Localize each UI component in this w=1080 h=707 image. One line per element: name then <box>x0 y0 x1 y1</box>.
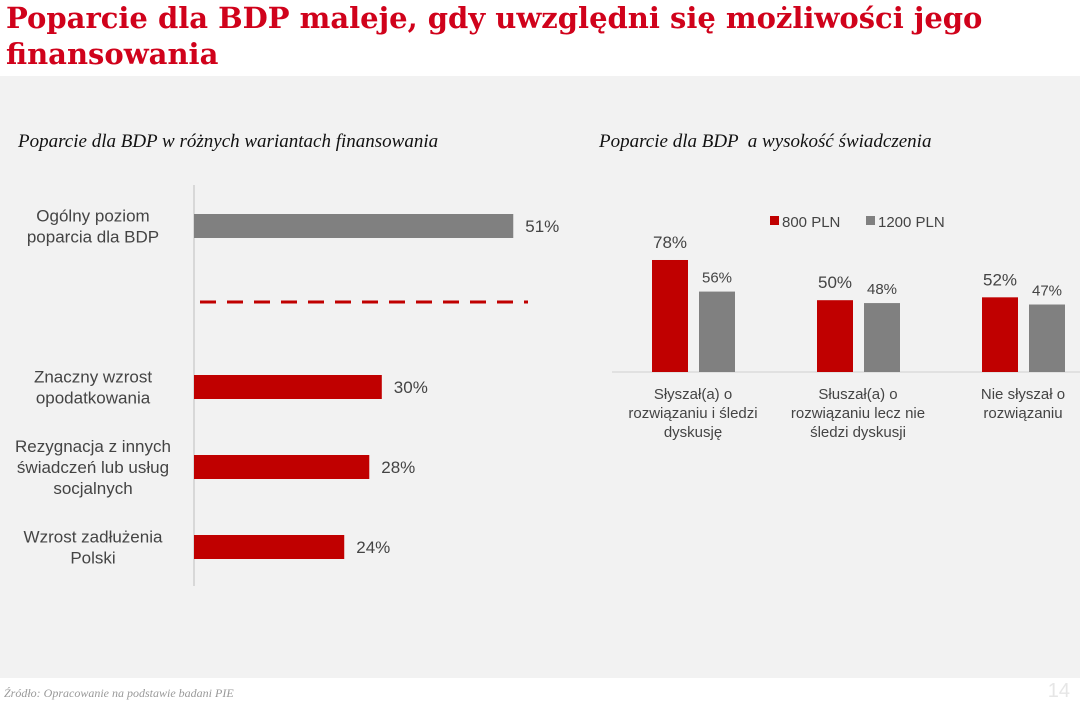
category-label-2: świadczeń lub usług <box>17 458 169 477</box>
bar-value-label-0-2: 52% <box>983 270 1017 289</box>
category-label-0: Ogólny poziom <box>36 207 149 226</box>
bar-value-label-3: 24% <box>356 538 390 557</box>
category-label-0: Słyszał(a) o <box>654 386 732 403</box>
category-label-2: Nie słyszał o <box>981 386 1065 403</box>
bar-value-label-0-1: 50% <box>818 273 852 292</box>
category-label-2: socjalnych <box>53 479 132 498</box>
category-label-2: Rezygnacja z innych <box>15 437 171 456</box>
bar-1-1 <box>864 303 900 372</box>
category-label-1: opodatkowania <box>36 389 151 408</box>
bar-0-1 <box>817 300 853 372</box>
category-label-0: poparcia dla BDP <box>27 228 159 247</box>
category-label-0: dyskusję <box>664 424 722 441</box>
category-label-0: rozwiązaniu i śledzi <box>628 405 757 422</box>
bar-value-label-2: 28% <box>381 458 415 477</box>
bar-value-label-1-0: 56% <box>702 270 732 287</box>
category-label-1: Słuszał(a) o <box>818 386 897 403</box>
left-chart-title: Poparcie dla BDP w różnych wariantach fi… <box>18 131 439 152</box>
legend-swatch-800 <box>770 216 779 225</box>
slide-body <box>0 76 1080 678</box>
bar-value-label-1-1: 48% <box>867 281 897 298</box>
right-chart-title: Poparcie dla BDP a wysokość świadczenia <box>599 131 932 152</box>
category-label-3: Polski <box>70 549 115 568</box>
slide-title: Poparcie dla BDP maleje, gdy uwzględni s… <box>6 1 983 71</box>
bar-0 <box>194 214 514 238</box>
category-label-1: śledzi dyskusji <box>810 424 906 441</box>
bar-value-label-1: 30% <box>394 378 428 397</box>
page-number: 14 <box>1047 680 1070 702</box>
bar-3 <box>194 535 345 559</box>
bar-1-0 <box>699 291 735 372</box>
bar-0-0 <box>652 259 688 372</box>
bar-value-label-0: 51% <box>525 217 559 236</box>
legend-label-800: 800 PLN <box>782 214 840 231</box>
bar-0-2 <box>982 297 1018 372</box>
category-label-1: Znaczny wzrost <box>34 368 152 387</box>
bar-2 <box>194 455 370 479</box>
legend-label-1200: 1200 PLN <box>878 214 945 231</box>
bar-1 <box>194 375 382 399</box>
category-label-3: Wzrost zadłużenia <box>24 528 163 547</box>
category-label-2: rozwiązaniu <box>983 405 1062 422</box>
bar-value-label-0-0: 78% <box>653 233 687 252</box>
bar-value-label-1-2: 47% <box>1032 283 1062 300</box>
category-label-1: rozwiązaniu lecz nie <box>791 405 925 422</box>
source-note: Źródło: Opracowanie na podstawie badani … <box>4 686 234 700</box>
bar-1-2 <box>1029 304 1065 372</box>
legend-swatch-1200 <box>866 216 875 225</box>
